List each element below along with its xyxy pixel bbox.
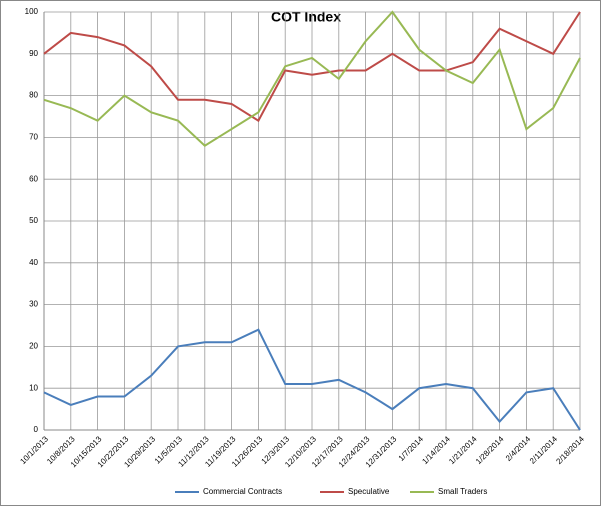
y-tick-label: 70 (29, 133, 38, 142)
y-tick-label: 50 (29, 216, 38, 225)
y-tick-label: 10 (29, 383, 38, 392)
series-line (43, 11, 581, 123)
y-tick-label: 20 (29, 342, 38, 351)
legend-label: Speculative (348, 487, 390, 496)
y-tick-label: 80 (29, 91, 38, 100)
chart-title: COT Index (271, 9, 341, 25)
y-tick-label: 100 (25, 7, 39, 16)
y-tick-label: 90 (29, 49, 38, 58)
legend-label: Commercial Contracts (203, 487, 282, 496)
legend-label: Small Traders (438, 487, 487, 496)
y-tick-label: 60 (29, 174, 38, 183)
y-tick-label: 40 (29, 258, 38, 267)
y-tick-label: 30 (29, 300, 38, 309)
y-tick-label: 0 (34, 425, 39, 434)
series-line (43, 10, 581, 148)
series-line (43, 328, 581, 431)
